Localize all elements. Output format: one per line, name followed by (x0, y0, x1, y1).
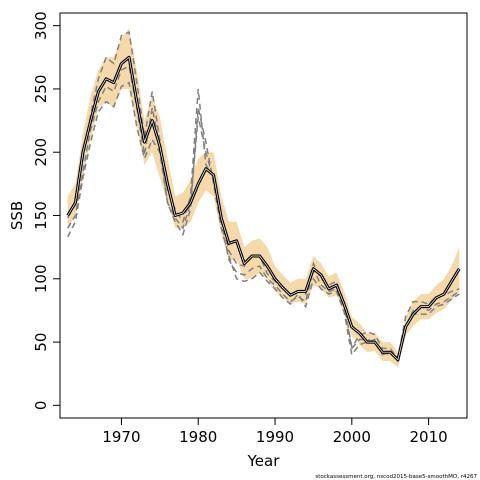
ssb-line-highlight (67, 56, 460, 361)
ssb-series (66, 55, 461, 362)
ssb-line (66, 55, 461, 362)
retro-line-2 (67, 65, 460, 359)
y-tick-label: 200 (32, 138, 50, 167)
x-axis: 1970 1980 1990 2000 2010 (102, 417, 448, 446)
y-tick-label: 50 (32, 333, 50, 352)
y-tick-label: 300 (32, 11, 50, 40)
x-tick-label: 1990 (256, 428, 294, 446)
x-axis-title: Year (247, 452, 281, 470)
x-tick-label: 1970 (102, 428, 140, 446)
footnote: stockassessment.org, nscod2015-base5-smo… (315, 474, 477, 480)
y-tick-label: 250 (32, 75, 50, 104)
y-axis: 0 50 100 150 200 250 300 (32, 11, 61, 411)
retro-line-1 (67, 81, 460, 363)
plot-area (66, 28, 461, 368)
x-tick-label: 2000 (333, 428, 371, 446)
y-tick-label: 100 (32, 264, 50, 293)
x-tick-label: 2010 (410, 428, 448, 446)
y-tick-label: 150 (32, 201, 50, 230)
x-tick-label: 1980 (179, 428, 217, 446)
confidence-band (67, 28, 460, 368)
retro-line-3 (67, 30, 460, 361)
y-tick-label: 0 (32, 401, 50, 411)
y-axis-title: SSB (8, 201, 26, 230)
